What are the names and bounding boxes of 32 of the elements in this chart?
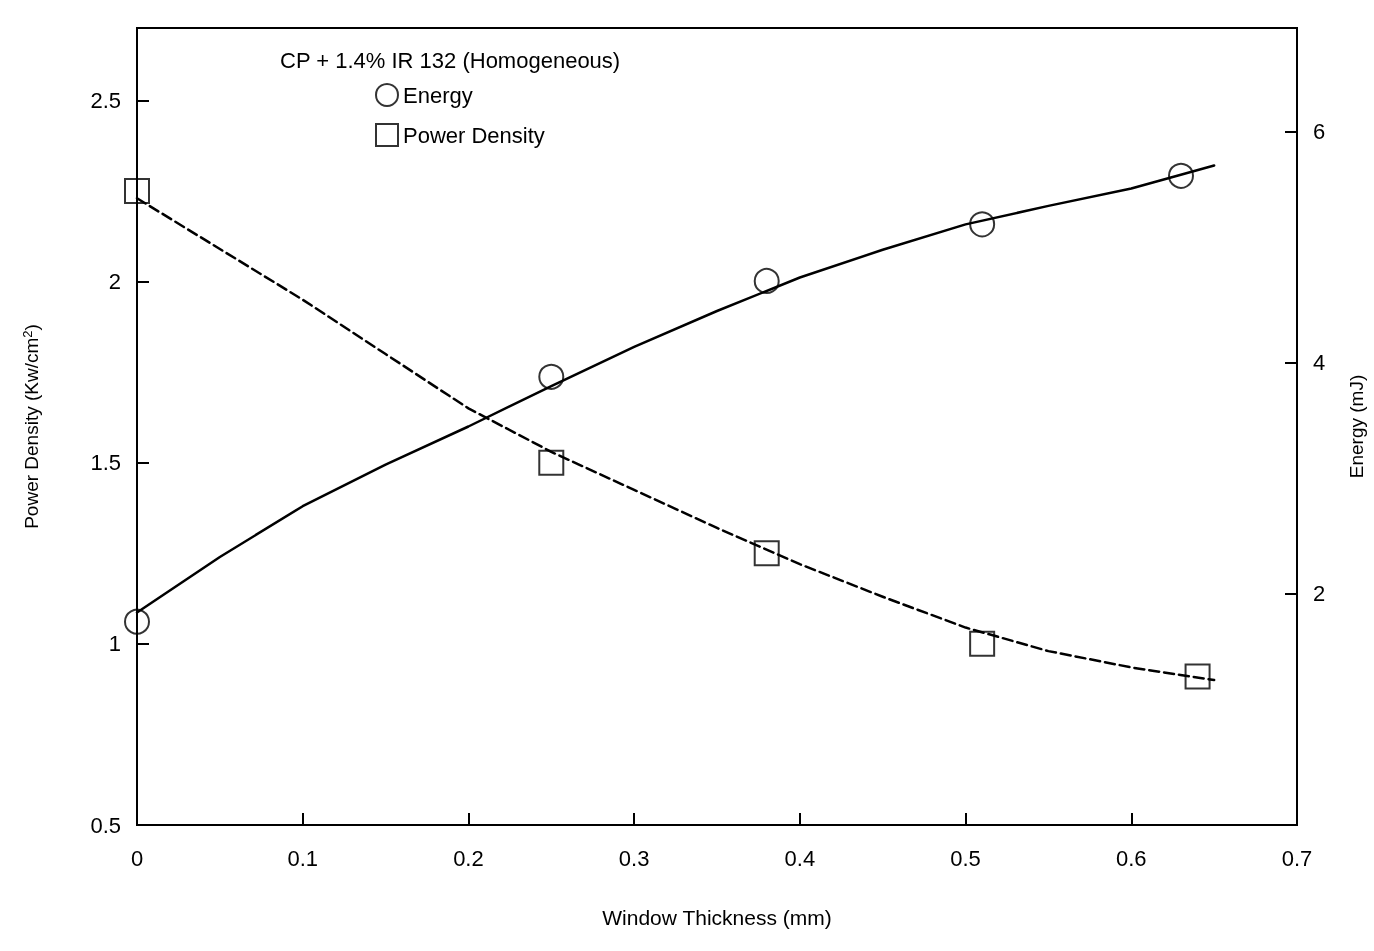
y2-tick-label: 6 — [1313, 119, 1326, 145]
x-tick-label: 0.3 — [618, 845, 650, 871]
x-tick-label: 0.7 — [1281, 845, 1313, 871]
point — [124, 608, 150, 635]
legend-title: CP + 1.4% IR 132 (Homogeneous) — [280, 47, 621, 73]
y-tick-label: 1.5 — [90, 450, 121, 476]
point — [1184, 663, 1211, 690]
point — [969, 211, 996, 238]
x-tick-label: 0.6 — [1115, 845, 1147, 871]
x-tick-label: 0.2 — [453, 845, 484, 871]
x-axis-title: Window Thickness (mm) — [602, 906, 832, 929]
legend-label: Energy — [403, 82, 473, 108]
point — [753, 267, 780, 294]
x-tick-label: 0.5 — [950, 845, 981, 871]
x-tick-label: 0.4 — [784, 845, 816, 871]
y-tick-label: 0.5 — [90, 812, 121, 838]
point — [124, 178, 150, 205]
point — [538, 363, 565, 390]
y-axis-title: Power Density (Kw/cm2) — [20, 324, 42, 529]
point — [1168, 162, 1194, 189]
y2-tick-label: 4 — [1313, 350, 1326, 376]
point — [753, 540, 780, 567]
legend-label: Power Density — [403, 122, 545, 148]
y2-tick-label: 2 — [1313, 581, 1326, 607]
point — [969, 630, 996, 657]
y-tick-label: 2.5 — [90, 87, 121, 113]
x-tick-label: 0.1 — [287, 845, 319, 871]
point — [538, 449, 565, 476]
y2-axis-title: Energy (mJ) — [1346, 374, 1367, 479]
x-tick-label: 0 — [130, 845, 144, 871]
y-tick-label: 2 — [108, 269, 121, 295]
y-tick-label: 1 — [108, 631, 121, 657]
